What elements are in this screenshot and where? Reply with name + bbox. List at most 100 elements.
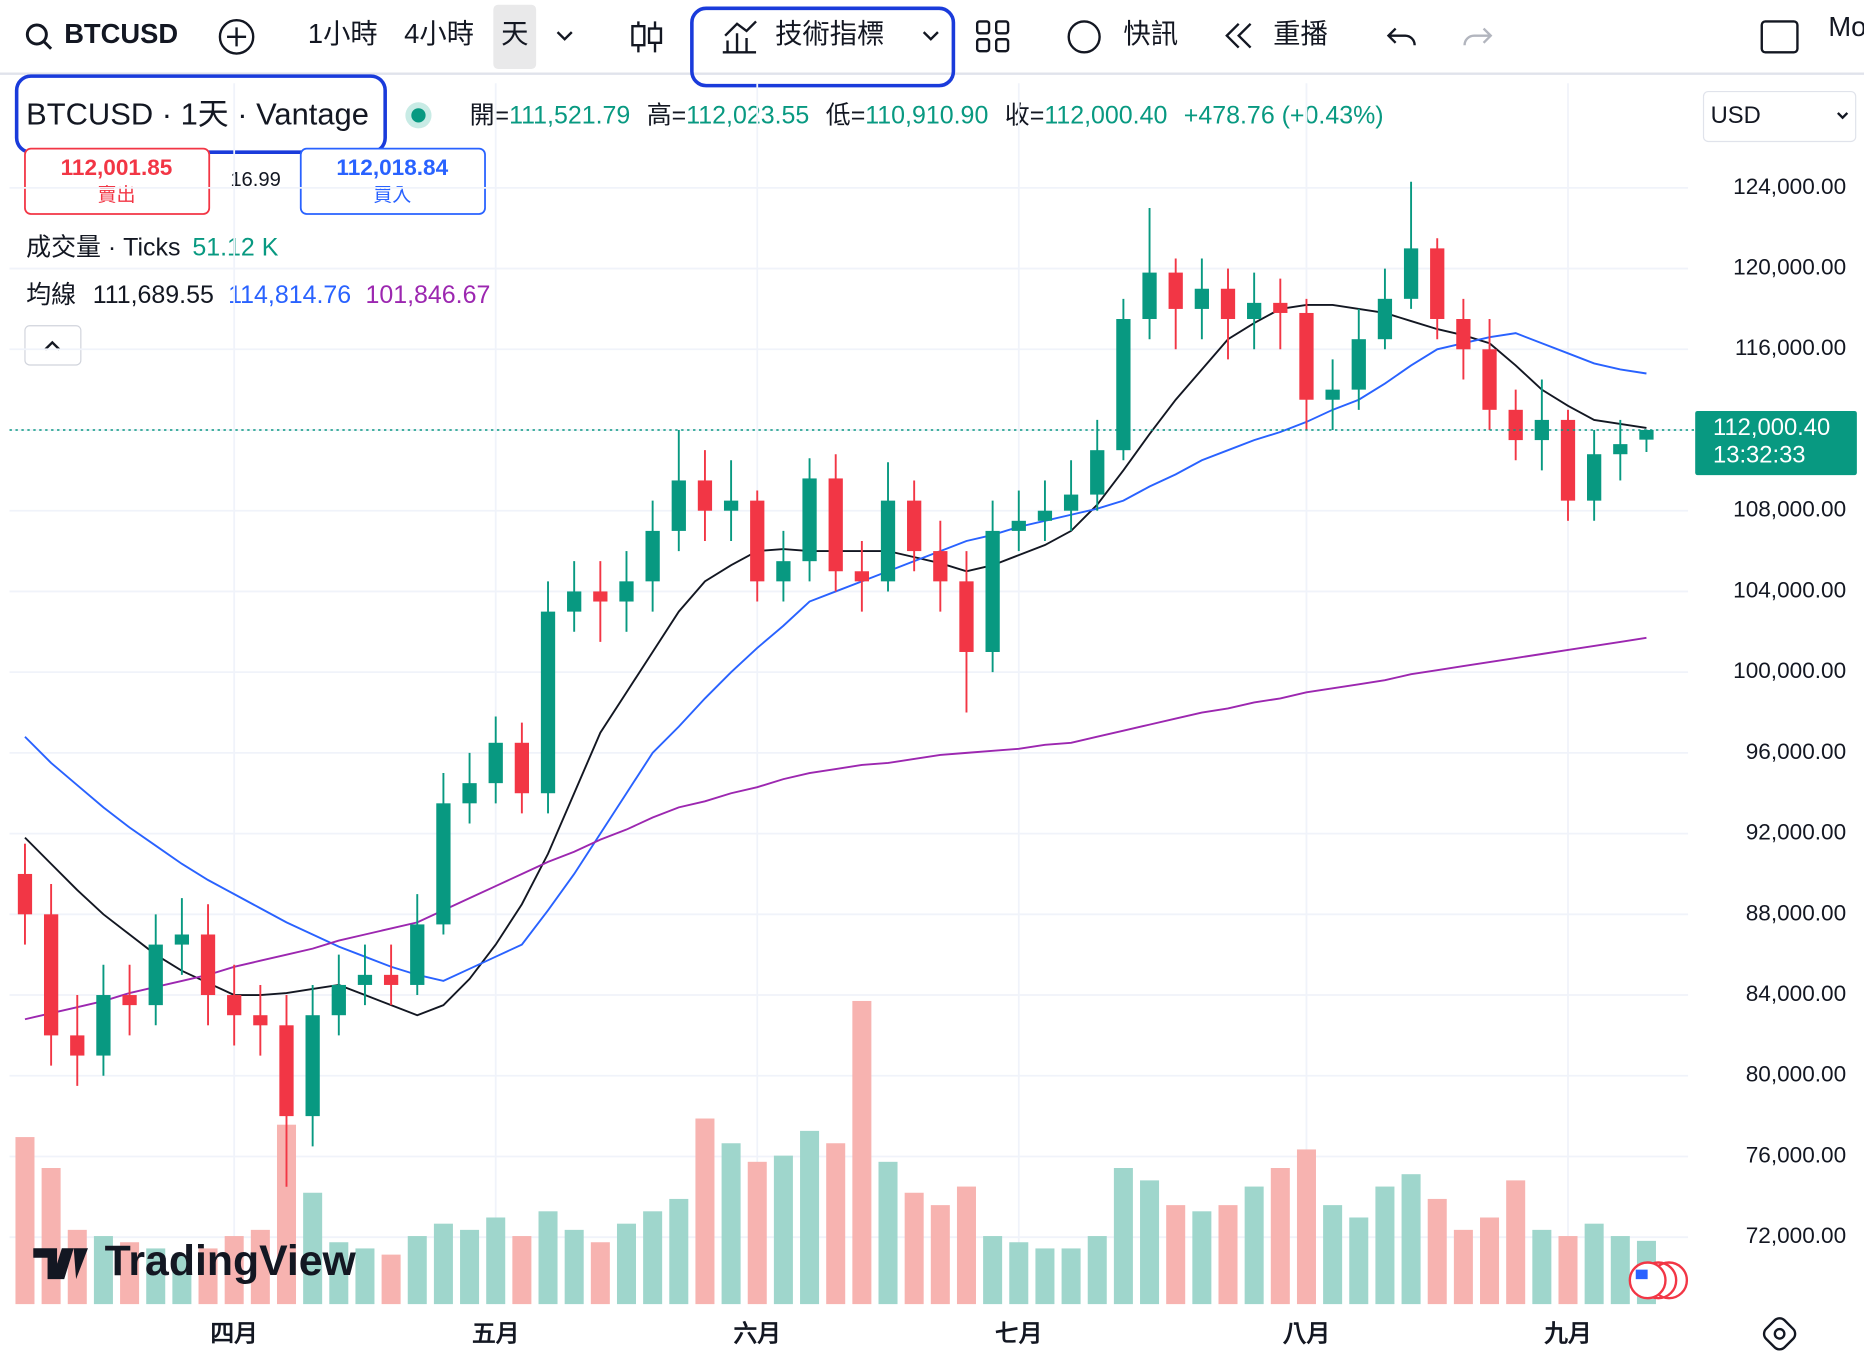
currency-select[interactable] <box>1702 90 1857 143</box>
add-symbol[interactable] <box>218 19 255 55</box>
candle-body <box>1273 302 1288 313</box>
x-tick-label: 七月 <box>995 1320 1043 1347</box>
candle-body <box>1090 450 1105 495</box>
interval[interactable]: 1小時 <box>308 18 378 49</box>
search-icon[interactable] <box>25 23 48 46</box>
chart-type[interactable] <box>647 27 663 45</box>
interval[interactable]: 4小時 <box>404 18 474 49</box>
currency-select[interactable] <box>1837 112 1849 120</box>
candle-body <box>1168 272 1183 309</box>
search-icon[interactable] <box>42 40 53 50</box>
volume-bar <box>381 1254 401 1305</box>
sell-label[interactable]: 賣出 <box>97 184 135 206</box>
volume-value: 51.12 K <box>192 233 278 261</box>
ohlc-label: 高= <box>647 101 687 129</box>
countdown: 13:32:33 <box>1713 441 1806 468</box>
alert-icon[interactable] <box>1067 20 1101 54</box>
candle-body <box>985 530 1000 652</box>
y-tick-label: 108,000.00 <box>1733 497 1846 522</box>
candle-body <box>1011 520 1026 531</box>
moving-average <box>24 636 1647 1021</box>
x-tick-label: 八月 <box>1283 1320 1331 1347</box>
settings[interactable] <box>1773 1327 1786 1340</box>
candle-body <box>1587 454 1602 501</box>
status-dot <box>411 108 426 123</box>
indicators-menu[interactable] <box>922 31 939 41</box>
candle-body <box>1403 248 1419 299</box>
candle-body <box>1456 319 1471 350</box>
interval[interactable]: 天 <box>501 18 528 49</box>
volume-bar <box>93 1236 113 1305</box>
buy-button[interactable] <box>299 147 486 215</box>
candle-body <box>70 1035 85 1056</box>
candle-body <box>1482 349 1497 410</box>
volume-bar <box>460 1229 480 1305</box>
volume-bar <box>172 1254 192 1305</box>
symbol[interactable]: BTCUSD <box>64 18 178 49</box>
sell-price[interactable]: 112,001.85 <box>61 155 173 180</box>
volume-bar <box>538 1211 558 1305</box>
add-symbol[interactable] <box>227 27 247 47</box>
volume-bar <box>590 1242 610 1305</box>
plot-area: 124,000.00120,000.00116,000.00112,000.00… <box>9 83 1857 1347</box>
candle-body <box>1534 419 1549 441</box>
news[interactable]: 快訊 <box>1123 18 1178 49</box>
volume-bar <box>956 1186 976 1305</box>
volume-legend: 成交量 · Ticks 51.12 K <box>26 233 279 261</box>
spread: 16.99 <box>230 169 281 191</box>
candle-body <box>1220 288 1236 320</box>
moving-average <box>24 303 1647 1017</box>
chart-type[interactable] <box>631 24 646 47</box>
volume-bar <box>355 1248 375 1305</box>
replay[interactable]: 重播 <box>1273 18 1328 49</box>
replay-icon[interactable] <box>1225 22 1252 49</box>
undo[interactable] <box>1386 27 1416 46</box>
y-tick-label: 100,000.00 <box>1733 658 1846 683</box>
y-tick-label: 84,000.00 <box>1746 981 1846 1006</box>
candle-body <box>514 742 530 794</box>
y-tick-label: 96,000.00 <box>1746 739 1846 764</box>
volume-bar <box>930 1205 950 1305</box>
volume-bar <box>747 1161 767 1305</box>
volume-title: 成交量 · Ticks <box>26 233 180 261</box>
volume-bar <box>120 1242 140 1305</box>
redo[interactable] <box>1463 27 1493 46</box>
candle-body <box>488 742 503 784</box>
x-tick-label: 四月 <box>210 1320 258 1347</box>
currency[interactable]: USD <box>1711 102 1761 129</box>
collapse-button[interactable] <box>44 340 61 351</box>
ohlc-value: 111,521.79 <box>509 101 630 129</box>
candle-body <box>593 591 608 602</box>
volume-bar <box>904 1192 924 1305</box>
ohlc-label: 開= <box>470 101 510 129</box>
indicators-icon[interactable] <box>722 20 757 54</box>
candle-body <box>959 581 974 652</box>
more[interactable]: Mo <box>1828 11 1864 42</box>
volume-bar <box>1218 1205 1238 1305</box>
volume-bar <box>1532 1229 1552 1305</box>
candle-body <box>1613 444 1628 455</box>
candle-body <box>540 611 556 794</box>
collapse-button[interactable] <box>24 325 82 366</box>
chart-title: BTCUSD · 1天 · Vantage <box>26 97 369 132</box>
layout-icon[interactable] <box>975 20 1010 53</box>
volume-bar <box>800 1130 820 1305</box>
candle-body <box>697 480 713 511</box>
volume-bar <box>564 1229 584 1305</box>
volume-bar <box>1009 1242 1029 1305</box>
volume-bar <box>407 1236 427 1305</box>
interval-active <box>493 4 537 69</box>
settings[interactable] <box>1761 1315 1798 1352</box>
indicators[interactable]: 技術指標 <box>775 18 884 49</box>
volume-bar <box>773 1155 793 1305</box>
candle-body <box>279 1025 294 1117</box>
volume-bar <box>643 1211 663 1305</box>
interval-menu[interactable] <box>556 31 573 41</box>
sell-button[interactable] <box>24 147 211 215</box>
volume-bar <box>826 1143 846 1305</box>
buy-label[interactable]: 買入 <box>373 185 411 206</box>
candle-body <box>253 1015 268 1026</box>
buy-price[interactable]: 112,018.84 <box>336 155 448 180</box>
fullscreen[interactable] <box>1760 20 1799 54</box>
volume-bar <box>198 1248 218 1305</box>
